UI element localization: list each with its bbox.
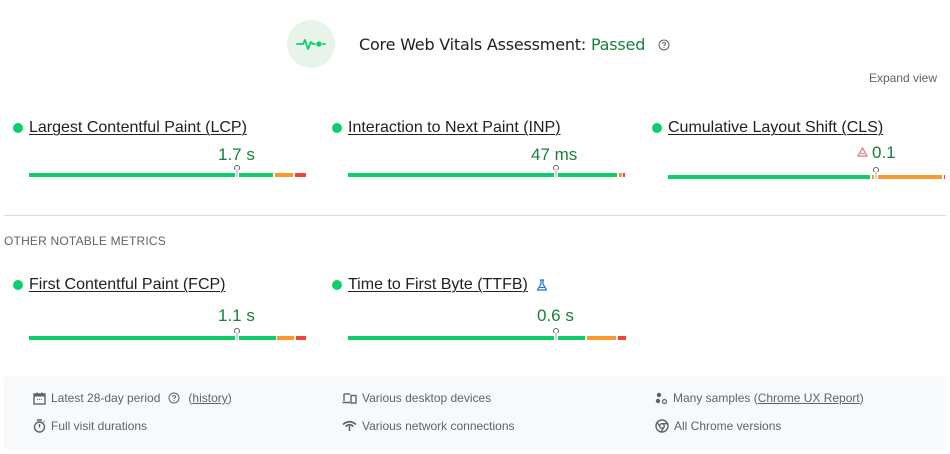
- metric-ttfb-link[interactable]: Time to First Byte (TTFB): [348, 276, 528, 293]
- history-link[interactable]: history: [192, 391, 228, 405]
- bar-segment-needs-improvement: [619, 173, 622, 177]
- experimental-flask-icon: [536, 279, 547, 291]
- assessment-title: Core Web Vitals Assessment: Passed: [359, 35, 670, 54]
- metric-ttfb-distribution-bar: [348, 328, 626, 340]
- metric-cls-value-row: 0.1: [856, 143, 896, 163]
- footer-period-label: Latest 28-day period: [51, 391, 161, 405]
- footer-network-label: Various network connections: [362, 419, 515, 433]
- help-circle-icon[interactable]: [658, 39, 670, 51]
- footer-durations-label: Full visit durations: [51, 419, 148, 433]
- samples-icon: [655, 392, 668, 404]
- bar-segment-poor: [944, 175, 945, 179]
- bar-segment-needs-improvement: [277, 336, 294, 340]
- calendar-icon: [33, 392, 46, 405]
- bar-segment-good: [348, 173, 617, 177]
- devices-icon: [342, 393, 357, 404]
- footer-durations: Full visit durations: [33, 419, 147, 433]
- data-source-footer: Latest 28-day period (history) Full visi…: [4, 376, 945, 449]
- footer-period: Latest 28-day period (history): [33, 391, 232, 405]
- bar-segment-needs-improvement: [275, 173, 293, 177]
- bar-segment-poor: [295, 173, 306, 177]
- metric-ttfb-value: 0.6 s: [537, 306, 574, 325]
- footer-devices: Various desktop devices: [342, 391, 491, 405]
- footer-devices-label: Various desktop devices: [362, 391, 492, 405]
- status-dot-good: [332, 280, 342, 290]
- footer-chrome: All Chrome versions: [655, 419, 781, 433]
- metric-lcp-distribution-bar: [29, 165, 307, 177]
- footer-chrome-label: All Chrome versions: [674, 419, 782, 433]
- bar-segment-poor: [618, 336, 626, 340]
- metric-inp-link[interactable]: Interaction to Next Paint (INP): [348, 119, 561, 136]
- status-dot-good: [13, 123, 23, 133]
- status-dot-good: [652, 123, 662, 133]
- metric-fcp-distribution-bar: [29, 328, 307, 340]
- metric-cls-value: 0.1: [872, 143, 896, 162]
- assessment-status: Passed: [590, 34, 646, 54]
- metric-inp-distribution-bar: [348, 165, 626, 177]
- metric-fcp: First Contentful Paint (FCP) 1.1 s: [13, 275, 306, 340]
- metric-lcp: Largest Contentful Paint (LCP) 1.7 s: [13, 118, 306, 177]
- stopwatch-icon: [33, 419, 46, 433]
- expand-view-button[interactable]: Expand view: [868, 71, 937, 85]
- bar-segment-needs-improvement: [878, 175, 942, 179]
- help-circle-icon[interactable]: [168, 392, 180, 404]
- p75-marker: [234, 165, 240, 177]
- open-paren: (: [188, 391, 193, 405]
- p75-marker: [234, 328, 240, 340]
- metric-ttfb: Time to First Byte (TTFB) 0.6 s: [332, 275, 626, 340]
- p75-marker: [553, 328, 559, 340]
- bar-segment-needs-improvement: [872, 175, 874, 179]
- cwv-assessment-header: Core Web Vitals Assessment: Passed: [287, 19, 670, 69]
- bar-segment-poor: [296, 336, 306, 340]
- metric-lcp-link[interactable]: Largest Contentful Paint (LCP): [29, 119, 247, 136]
- metric-inp: Interaction to Next Paint (INP) 47 ms: [332, 118, 625, 177]
- metric-inp-value: 47 ms: [531, 145, 578, 164]
- other-metrics-heading: OTHER NOTABLE METRICS: [4, 234, 166, 248]
- chrome-ux-report-link[interactable]: Chrome UX Report: [757, 391, 860, 405]
- metric-fcp-value: 1.1 s: [218, 306, 255, 325]
- bar-segment-needs-improvement: [587, 336, 616, 340]
- p75-marker: [553, 165, 559, 177]
- vitals-pulse-icon: [296, 39, 326, 50]
- bar-segment-good: [668, 175, 870, 179]
- footer-samples-label: Many samples (: [673, 391, 758, 405]
- metric-cls-link[interactable]: Cumulative Layout Shift (CLS): [668, 119, 884, 136]
- assessment-title-text: Core Web Vitals Assessment:: [359, 34, 591, 54]
- status-dot-good: [13, 280, 23, 290]
- metric-lcp-value: 1.7 s: [218, 145, 255, 164]
- vitals-badge: [287, 20, 335, 68]
- status-dot-good: [332, 123, 342, 133]
- network-icon: [342, 420, 357, 431]
- warning-triangle-icon: [856, 146, 869, 157]
- bar-segment-good: [29, 336, 276, 340]
- footer-samples: Many samples (Chrome UX Report): [655, 391, 864, 405]
- bar-segment-good: [348, 336, 585, 340]
- p75-marker: [873, 167, 879, 179]
- bar-segment-good: [29, 173, 273, 177]
- close-paren: ): [227, 391, 232, 405]
- metric-cls-distribution-bar: [668, 167, 945, 179]
- close-paren: ): [859, 391, 864, 405]
- metric-fcp-link[interactable]: First Contentful Paint (FCP): [29, 276, 226, 293]
- footer-network: Various network connections: [342, 419, 515, 433]
- section-divider: [4, 215, 946, 216]
- chrome-icon: [655, 419, 669, 433]
- bar-segment-poor: [623, 173, 625, 177]
- metric-cls: Cumulative Layout Shift (CLS) 0.1: [652, 118, 945, 179]
